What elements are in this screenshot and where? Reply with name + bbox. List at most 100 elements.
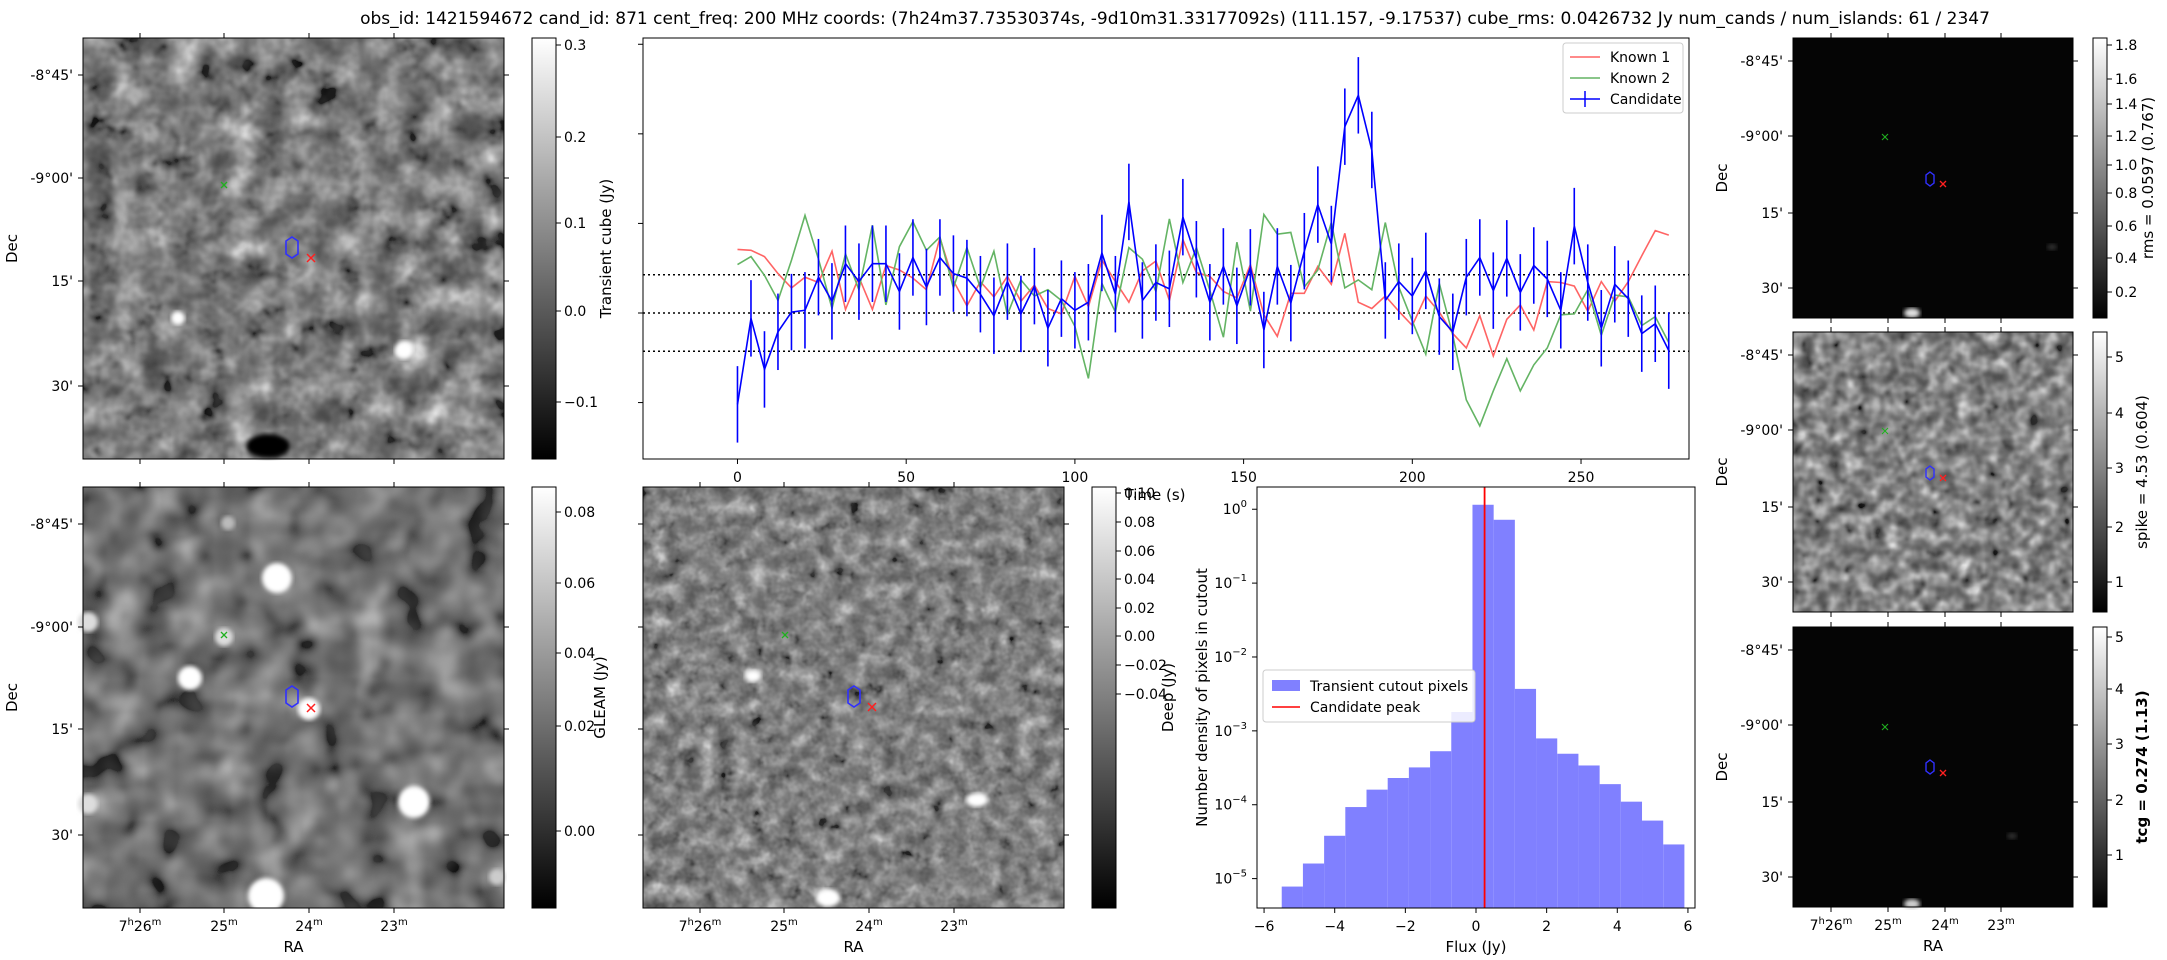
colorbar-tick-label: 0.8	[2115, 186, 2137, 202]
colorbar-tick-label: 4	[2115, 406, 2124, 422]
colorbar-rms	[2092, 37, 2108, 319]
colorbars: 0.3 0.2 0.1 0.0 −0.1 Transient cube (Jy) 0.08 0…	[531, 37, 2157, 909]
series-known-1-line	[737, 229, 1670, 359]
gleam-source	[489, 869, 505, 885]
colorbar-tick-label: 1	[2115, 575, 2124, 591]
colorbar-tick-label: 5	[2115, 350, 2124, 366]
colorbar-tick-label: 0.2	[2115, 285, 2137, 301]
histogram-axes: −6 −4 −2 0 2 4 6 100 10−1 10−2 10−3 10−4 10−5 Flux (J…	[1193, 499, 1692, 956]
ra-tick-label: 23m	[380, 917, 408, 935]
dec-tick-label: -9°00'	[1740, 718, 1783, 734]
dec-tick-label: 15'	[51, 722, 73, 738]
histogram-bar	[1620, 801, 1643, 908]
ra-tick-label: 25m	[1874, 916, 1902, 934]
x-tick-label: 200	[1399, 470, 1426, 486]
y-tick-label: 10−1	[1214, 573, 1247, 592]
known-source-cross	[1881, 723, 1889, 731]
candidate-peak-cross	[306, 703, 316, 713]
lightcurve-axes: 0 50 100 150 200 250 Time (s)	[638, 43, 1595, 504]
ra-axis-label: RA	[843, 938, 864, 956]
candidate-peak-cross	[306, 253, 316, 263]
ra-axis-label: RA	[283, 938, 304, 956]
x-axis-label: Flux (Jy)	[1446, 938, 1507, 956]
deep-source	[966, 793, 988, 807]
dec-tick-label: 30'	[1761, 575, 1783, 591]
legend-label-known-1: Known 1	[1610, 50, 1670, 66]
bright-source	[395, 341, 413, 359]
known-source-cross	[220, 631, 228, 639]
flux-histogram-chart: −6 −4 −2 0 2 4 6 100 10−1 10−2 10−3 10−4 10−5 Flux (J…	[1193, 486, 1696, 956]
colorbar-tick-label: 3	[2115, 737, 2124, 753]
legend-label-candidate: Candidate	[1610, 92, 1682, 108]
lightcurve-legend: Known 1 Known 2 Candidate	[1562, 42, 1684, 114]
dec-tick-label: 30'	[51, 379, 73, 395]
colorbar-tick-label: 0.08	[1124, 515, 1155, 531]
colorbar-tick-label: 0.00	[564, 824, 595, 840]
dec-tick-label: -9°00'	[1740, 129, 1783, 145]
deep-source	[816, 889, 840, 907]
spike-cutout-panel	[1792, 331, 2074, 613]
colorbar-tick-label: 0.0	[564, 304, 586, 320]
dec-tick-label: 15'	[51, 274, 73, 290]
y-tick-label: 10−5	[1214, 869, 1247, 888]
dark-artifact	[246, 434, 290, 458]
known-source-cross	[781, 631, 789, 639]
dec-axis-label: Dec	[3, 683, 21, 712]
colorbar-tick-label: 0.3	[564, 38, 586, 54]
histogram-bar	[1387, 778, 1409, 908]
histogram-bar	[1472, 504, 1494, 908]
x-tick-label: −2	[1395, 919, 1416, 935]
rms-cutout-panel	[1792, 37, 2074, 319]
histogram-bar	[1302, 863, 1325, 908]
ra-tick-label: 23m	[1987, 916, 2015, 934]
gleam-source	[221, 516, 235, 530]
ra-tick-label: 7h26m	[1810, 916, 1853, 934]
ra-tick-label: 24m	[295, 917, 323, 935]
histogram-bar	[1324, 835, 1346, 908]
figure-suptitle: obs_id: 1421594672 cand_id: 871 cent_fre…	[360, 9, 1990, 29]
colorbar-tick-label: 0.00	[1124, 629, 1155, 645]
dec-tick-label: -8°45'	[1740, 348, 1783, 364]
histogram-bar	[1557, 753, 1579, 908]
colorbar-tick-label: 0.10	[1124, 486, 1155, 502]
histogram-bar	[1408, 767, 1431, 908]
colorbar-tick-label: 0.2	[564, 130, 586, 146]
colorbar-tick-label: 2	[2115, 793, 2124, 809]
ra-tick-label: 23m	[940, 917, 968, 935]
colorbar-label-transient: Transient cube (Jy)	[597, 179, 615, 319]
x-tick-label: 4	[1613, 919, 1622, 935]
ra-axis-label: RA	[1923, 937, 1944, 955]
histogram-bar	[1599, 784, 1621, 908]
y-axis-label: Number density of pixels in cutout	[1193, 568, 1211, 827]
deep-source	[745, 670, 761, 682]
lightcurve-chart: 0 50 100 150 200 250 Time (s) Known 1 Known 2 …	[638, 37, 1690, 504]
ra-tick-label: 24m	[1931, 916, 1959, 934]
colorbar-tick-label: 0.6	[2115, 219, 2137, 235]
dec-tick-label: -9°00'	[1740, 423, 1783, 439]
dec-tick-label: -9°00'	[30, 171, 73, 187]
legend-swatch-candidate	[1570, 91, 1600, 107]
dec-axis-label: Dec	[3, 234, 21, 263]
bright-source	[171, 311, 185, 325]
colorbar-tick-label: 3	[2115, 461, 2124, 477]
colorbar-tick-label: 0.4	[2115, 251, 2137, 267]
y-tick-label: 10−3	[1214, 721, 1247, 740]
histogram-bar	[1514, 688, 1537, 908]
colorbar-label-gleam: GLEAM (Jy)	[591, 656, 609, 738]
gleam-source	[248, 878, 284, 914]
histogram-bar	[1578, 765, 1600, 908]
faint-source	[1904, 308, 1920, 318]
lightcurve-series	[736, 57, 1670, 443]
colorbar-tick-label: 0.06	[1124, 544, 1155, 560]
x-tick-label: 0	[1472, 919, 1481, 935]
colorbar-tick-label: 0.06	[564, 576, 595, 592]
x-tick-label: 250	[1568, 470, 1595, 486]
dec-tick-label: -8°45'	[30, 68, 73, 84]
gleam-source	[215, 628, 233, 646]
colorbar-tick-label: 0.04	[564, 646, 595, 662]
colorbar-tcg	[2092, 626, 2108, 908]
dec-tick-label: 15'	[1761, 500, 1783, 516]
histogram-bar	[1663, 844, 1685, 908]
deep-cutout-panel	[642, 486, 1065, 909]
colorbar-tick-label: 1.2	[2115, 129, 2137, 145]
